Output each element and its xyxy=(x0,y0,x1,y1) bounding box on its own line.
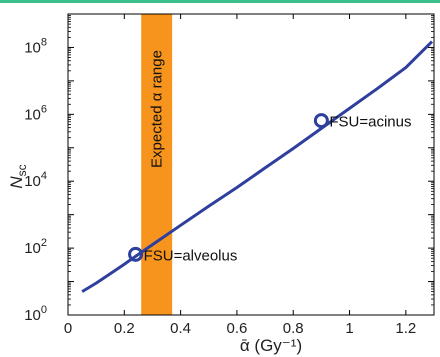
y-tick-label: 108 xyxy=(24,36,47,56)
acinus-marker xyxy=(313,113,329,129)
series-line xyxy=(81,40,434,293)
y-axis-label-subscript: sc xyxy=(15,164,29,176)
axis-layer: 0 0.2 0.4 0.6 0.8 1 1.2 100 102 104 106 108 xyxy=(24,14,434,337)
expected-alpha-range-label: Expected α range xyxy=(149,50,166,168)
band-layer xyxy=(141,14,173,315)
y-tick-label: 100 xyxy=(24,304,47,324)
y-axis-label: Nsc xyxy=(7,164,29,188)
y-axis-label-main: N xyxy=(7,176,26,189)
x-tick-label: 0.6 xyxy=(226,320,247,337)
top-accent-strip xyxy=(0,0,440,3)
plot-frame xyxy=(67,13,435,316)
marker-layer: FSU=alveolus FSU=acinus xyxy=(128,113,412,264)
x-tick-label: 0.4 xyxy=(170,320,191,337)
acinus-label: FSU=acinus xyxy=(329,114,411,131)
alveolus-label: FSU=alveolus xyxy=(144,247,238,264)
alveolus-marker xyxy=(128,246,144,262)
x-tick-label: 0.2 xyxy=(114,320,135,337)
y-tick-label: 106 xyxy=(24,103,47,123)
y-tick-label: 104 xyxy=(24,170,47,190)
expected-range-band xyxy=(141,14,173,315)
x-tick-label: 1 xyxy=(345,320,353,337)
y-tick-label: 102 xyxy=(24,237,47,257)
x-tick-label: 1.2 xyxy=(395,320,416,337)
series-layer xyxy=(81,40,434,293)
x-axis-label: ᾱ (Gy⁻¹) xyxy=(240,336,302,355)
x-tick-label: 0.8 xyxy=(283,320,304,337)
x-tick-label: 0 xyxy=(64,320,72,337)
